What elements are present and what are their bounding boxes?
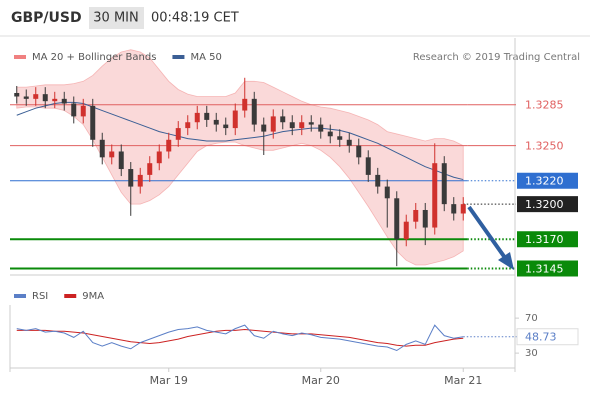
legend-swatch xyxy=(172,55,185,59)
legend-label: 9MA xyxy=(82,291,104,302)
x-tick-label: Mar 19 xyxy=(150,374,188,387)
level-label: 1.3285 xyxy=(525,99,564,112)
candle-body xyxy=(14,92,20,97)
symbol: GBP/USD xyxy=(11,10,82,26)
candle-body xyxy=(242,98,248,111)
candle-body xyxy=(270,116,276,132)
level-label: 1.3170 xyxy=(525,233,564,246)
candle-body xyxy=(61,98,67,104)
candle-body xyxy=(375,174,381,187)
candle-body xyxy=(318,124,324,132)
candle-body xyxy=(289,122,295,129)
rsi-line xyxy=(16,324,464,352)
candle-body xyxy=(185,122,191,129)
candle-body xyxy=(356,145,362,158)
level-label-box xyxy=(517,231,578,248)
candle-body xyxy=(109,151,115,158)
x-tick-label: Mar 20 xyxy=(302,374,340,387)
candle-body xyxy=(280,116,286,123)
candle-body xyxy=(90,105,96,140)
legend-swatch xyxy=(14,55,26,59)
candle-body xyxy=(394,198,400,240)
candle-body xyxy=(251,98,257,125)
legend-label: MA 20 + Bollinger Bands xyxy=(32,52,156,63)
level-label-box xyxy=(517,260,578,277)
level-label: 1.3220 xyxy=(525,175,564,188)
level-label: 1.3200 xyxy=(525,198,564,211)
legend-swatch xyxy=(14,294,26,298)
rsi-tick-label: 30 xyxy=(525,348,538,359)
candle-body xyxy=(52,98,58,102)
candle-body xyxy=(213,119,219,125)
candle-body xyxy=(156,151,162,164)
candle-body xyxy=(403,221,409,240)
candle-body xyxy=(441,163,447,205)
candle-body xyxy=(299,122,305,129)
candle-body xyxy=(422,209,428,228)
candle-body xyxy=(99,139,105,158)
level-label: 1.3145 xyxy=(525,262,564,275)
candle-body xyxy=(118,151,124,170)
legend-swatch xyxy=(64,294,77,298)
timeframe: 30 MIN xyxy=(93,11,138,26)
candle-body xyxy=(365,157,371,175)
forecast-arrow xyxy=(467,205,510,264)
forecast-arrowhead xyxy=(498,252,514,270)
candle-body xyxy=(460,204,466,214)
level-label-box xyxy=(517,172,578,189)
level-label-box xyxy=(517,96,578,113)
candle-body xyxy=(327,131,333,137)
rsi-last-box xyxy=(516,328,579,346)
candle-body xyxy=(147,163,153,175)
legend-label: RSI xyxy=(32,291,48,302)
candle-body xyxy=(232,110,238,129)
level-label-box xyxy=(517,196,578,213)
rsi-ma-line xyxy=(16,328,464,347)
candle-body xyxy=(384,186,390,199)
legend-label: MA 50 xyxy=(190,52,221,63)
timeframe-box xyxy=(89,7,144,29)
candle-body xyxy=(337,136,343,140)
candle-body xyxy=(42,94,48,102)
candle-body xyxy=(346,139,352,146)
level-label: 1.3250 xyxy=(525,140,564,153)
candle-body xyxy=(223,124,229,129)
candle-body xyxy=(451,204,457,214)
candle-body xyxy=(23,96,29,99)
candle-body xyxy=(308,122,314,125)
bollinger-band xyxy=(16,49,464,266)
candle-body xyxy=(432,163,438,228)
candle-body xyxy=(194,112,200,123)
candle-body xyxy=(204,112,210,120)
candle-body xyxy=(166,139,172,152)
candle-body xyxy=(33,94,39,99)
rsi-tick-label: 70 xyxy=(525,313,538,324)
level-label-box xyxy=(517,137,578,154)
candle-body xyxy=(71,103,77,117)
candle-body xyxy=(175,128,181,140)
x-tick-label: Mar 21 xyxy=(444,374,482,387)
candle-body xyxy=(413,209,419,222)
rsi-last-label: 48.73 xyxy=(525,331,557,344)
candle-body xyxy=(137,174,143,187)
credit: Research © 2019 Trading Central xyxy=(413,52,580,63)
candle-body xyxy=(128,169,134,187)
candle-body xyxy=(80,105,86,117)
candle-body xyxy=(261,124,267,132)
time: 00:48:19 CET xyxy=(151,11,239,26)
